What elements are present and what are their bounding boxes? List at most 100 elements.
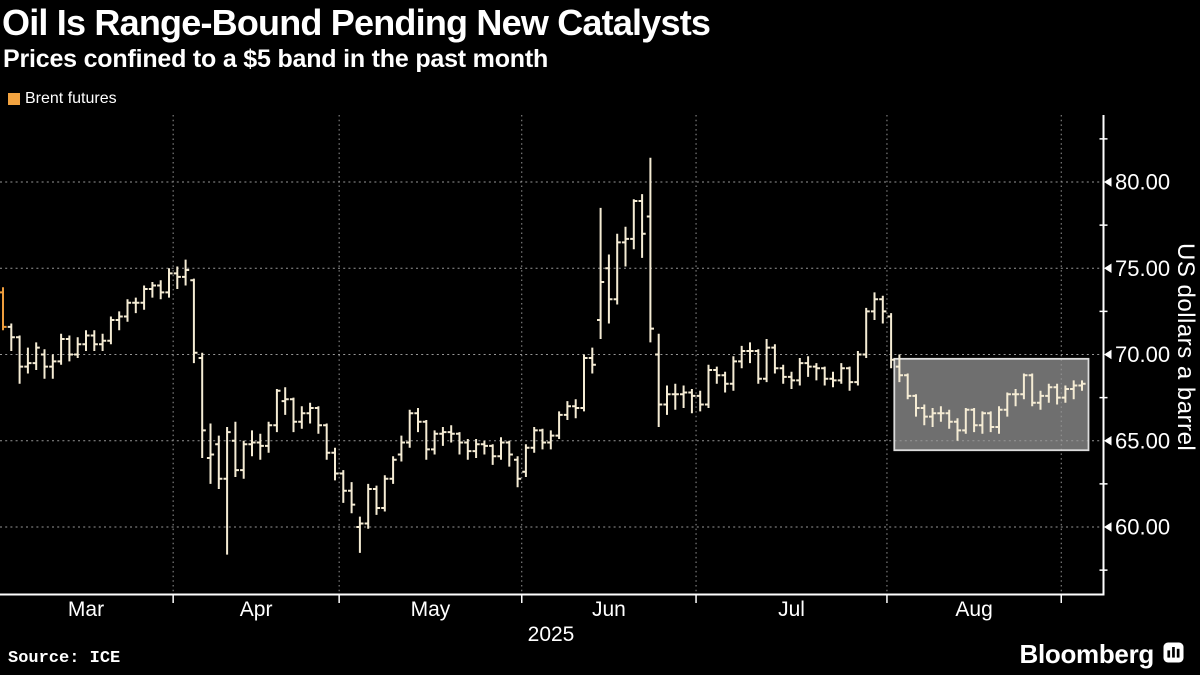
ohlc-bar [265,421,273,453]
ohlc-bar [389,456,397,484]
ohlc-bar [99,333,107,351]
ohlc-bar [763,339,771,383]
ohlc-bar [339,470,347,503]
ohlc-bar [157,280,165,300]
y-major-tick [1104,435,1112,446]
ohlc-bar [306,402,314,424]
y-tick-label: 80.00 [1115,170,1170,195]
ohlc-bar [779,364,787,384]
ohlc-bar [638,194,646,258]
ohlc-bar [787,371,796,389]
ohlc-bar [870,292,879,320]
ohlc-bar [1061,385,1069,403]
ohlc-bar [680,385,688,408]
ohlc-bar [231,421,239,477]
ohlc-bar [223,427,231,555]
ohlc-bar [929,408,937,427]
ohlc-bar [754,349,762,384]
ohlc-bar [671,383,679,410]
ohlc-bar [987,411,995,433]
month-label: Mar [68,598,104,621]
ohlc-bar [356,516,364,553]
ohlc-bar [314,406,322,434]
ohlc-bar [464,439,472,460]
ohlc-bar [248,430,256,457]
ohlc-bar [16,335,24,384]
ohlc-bar [472,439,480,458]
ohlc-bar [588,347,596,374]
ohlc-bar [837,363,845,384]
ohlc-bar [381,475,389,512]
ohlc-bar [480,440,488,455]
ohlc-bar [364,483,372,529]
ohlc-bar [107,316,115,345]
ohlc-bar [829,371,837,388]
ohlc-bar [1012,389,1020,407]
ohlc-bar [422,420,430,460]
ohlc-bar [82,330,90,351]
ohlc-bar [497,437,505,460]
chart-title: Oil Is Range-Bound Pending New Catalysts [2,2,711,43]
y-major-tick [1104,177,1112,187]
ohlc-bar [738,345,746,369]
ohlc-bar [240,440,248,479]
ohlc-bar [489,444,497,465]
ohlc-bar [580,354,588,412]
ohlc-bar [331,447,339,481]
month-label: Jul [778,598,805,621]
ohlc-bar [912,394,920,417]
ohlc-bar [447,425,455,443]
ohlc-bar [348,482,356,514]
ohlc-bar [978,411,986,434]
month-label: May [411,598,451,621]
ohlc-bar [547,430,555,450]
ohlc-bar [522,444,530,477]
ohlc-bar [945,409,953,429]
ohlc-bar [1045,383,1053,403]
ohlc-bar [862,307,870,358]
ohlc-bar [1070,380,1078,400]
ohlc-bar [962,408,970,434]
ohlc-bar [746,342,754,364]
ohlc-bar [530,427,538,453]
ohlc-bar [1078,380,1086,391]
ohlc-bar [0,287,7,331]
month-label: Jun [592,598,626,621]
ohlc-bar [937,406,945,422]
ohlc-bar [854,351,862,386]
y-tick-label: 65.00 [1115,428,1170,453]
ohlc-bar [49,354,57,379]
ohlc-bar [904,373,912,400]
ohlc-bar [953,418,962,441]
ohlc-bar [655,333,663,427]
y-axis-title: US dollars a barrel [1172,243,1199,452]
ohlc-bar [572,399,580,419]
ohlc-bar [206,423,215,484]
ohlc-bar [90,330,98,351]
legend: Brent futures [8,90,117,108]
ohlc-bar [1003,392,1011,417]
ohlc-bar [713,366,721,384]
source-label: Source: ICE [8,649,121,668]
ohlc-bar [406,409,414,448]
ohlc-bar [215,435,223,489]
ohlc-bar [1020,373,1028,400]
ohlc-bar [182,259,190,286]
ohlc-bar [895,354,903,383]
ohlc-bar [74,337,82,358]
chart-subtitle: Prices confined to a $5 band in the past… [3,45,549,73]
ohlc-bar [796,358,804,386]
ohlc-bar [148,282,156,298]
ohlc-bar [663,385,671,415]
ohlc-bar [165,268,173,298]
ohlc-bar [7,323,15,351]
ohlc-bar [970,408,978,433]
legend-label: Brent futures [25,90,117,107]
ohlc-bar [879,295,887,324]
ohlc-bar [729,356,737,391]
ohlc-bar [696,390,704,412]
ohlc-bar [431,430,439,455]
ohlc-bar [995,406,1003,434]
bloomberg-wordmark: Bloomberg [1019,639,1154,669]
